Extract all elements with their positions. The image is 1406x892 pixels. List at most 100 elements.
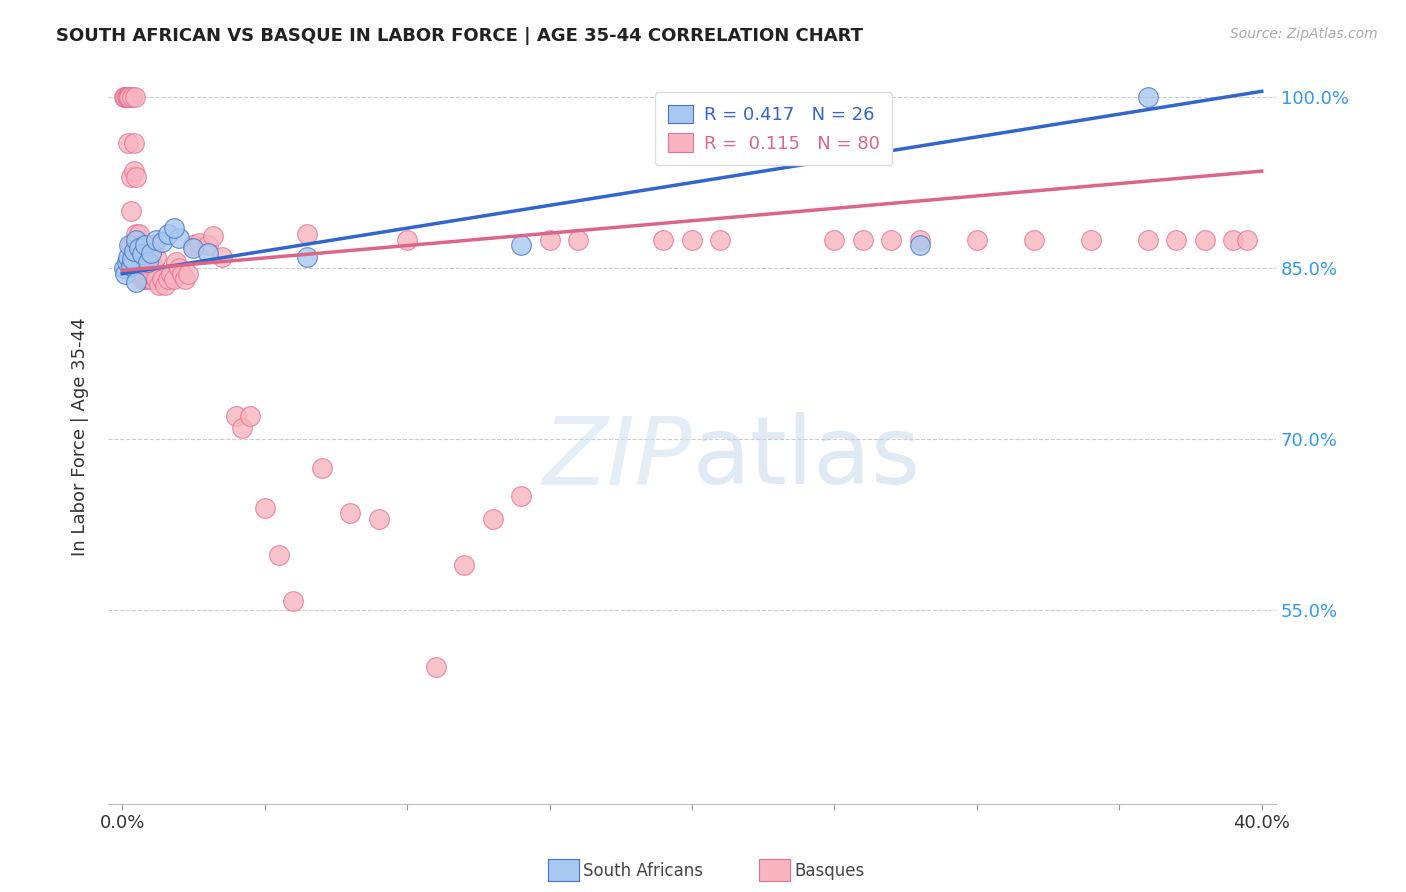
Point	[117, 90, 139, 104]
Point	[124, 90, 146, 104]
Point	[908, 233, 931, 247]
Point	[267, 549, 290, 563]
Point	[159, 267, 181, 281]
Point	[128, 227, 150, 241]
Point	[145, 233, 167, 247]
Point	[120, 238, 142, 252]
Point	[1222, 233, 1244, 247]
Point	[183, 238, 205, 252]
Point	[1194, 233, 1216, 247]
Point	[125, 169, 148, 184]
Point	[165, 255, 187, 269]
Point	[177, 267, 200, 281]
Point	[297, 227, 319, 241]
Point	[823, 233, 845, 247]
Point	[128, 241, 150, 255]
Point	[1136, 233, 1159, 247]
Point	[880, 233, 903, 247]
Point	[367, 512, 389, 526]
Point	[339, 506, 361, 520]
Text: ZIP: ZIP	[543, 413, 692, 504]
Point	[118, 90, 141, 104]
Point	[197, 246, 219, 260]
Point	[122, 244, 145, 258]
Point	[150, 272, 173, 286]
Point	[567, 233, 589, 247]
Point	[174, 272, 197, 286]
Point	[131, 247, 153, 261]
Point	[167, 231, 190, 245]
Point	[231, 420, 253, 434]
Point	[120, 169, 142, 184]
Point	[162, 221, 184, 235]
Point	[120, 204, 142, 219]
Text: Source: ZipAtlas.com: Source: ZipAtlas.com	[1230, 27, 1378, 41]
Point	[425, 660, 447, 674]
Point	[134, 250, 156, 264]
Point	[117, 136, 139, 150]
Point	[134, 272, 156, 286]
Point	[239, 409, 262, 424]
Point	[131, 238, 153, 252]
Point	[225, 409, 247, 424]
Point	[125, 233, 148, 247]
Text: atlas: atlas	[692, 412, 920, 504]
Point	[510, 489, 533, 503]
Point	[1136, 90, 1159, 104]
Point	[908, 238, 931, 252]
Point	[211, 250, 233, 264]
Point	[120, 259, 142, 273]
Point	[1022, 233, 1045, 247]
Point	[134, 238, 156, 252]
Point	[156, 272, 179, 286]
Point	[852, 233, 875, 247]
Point	[510, 238, 533, 252]
Point	[1166, 233, 1188, 247]
Point	[156, 227, 179, 241]
Point	[145, 250, 167, 264]
Point	[136, 255, 159, 269]
Point	[283, 594, 305, 608]
Point	[112, 261, 135, 276]
Point	[709, 233, 731, 247]
Point	[253, 500, 276, 515]
Point	[188, 235, 211, 250]
Point	[125, 275, 148, 289]
Point	[139, 238, 162, 252]
Point	[1080, 233, 1102, 247]
Point	[139, 272, 162, 286]
Point	[396, 233, 419, 247]
Point	[153, 278, 176, 293]
Point	[128, 261, 150, 276]
Legend: R = 0.417   N = 26, R =  0.115   N = 80: R = 0.417 N = 26, R = 0.115 N = 80	[655, 92, 893, 165]
Point	[681, 233, 703, 247]
Point	[139, 246, 162, 260]
Point	[966, 233, 988, 247]
Point	[481, 512, 503, 526]
Point	[136, 272, 159, 286]
Point	[170, 267, 193, 281]
Point	[121, 252, 143, 266]
Point	[121, 90, 143, 104]
Point	[117, 250, 139, 264]
Text: SOUTH AFRICAN VS BASQUE IN LABOR FORCE | AGE 35-44 CORRELATION CHART: SOUTH AFRICAN VS BASQUE IN LABOR FORCE |…	[56, 27, 863, 45]
Point	[112, 90, 135, 104]
Point	[125, 238, 148, 252]
Point	[114, 90, 136, 104]
Point	[114, 90, 136, 104]
Point	[150, 235, 173, 249]
Point	[131, 272, 153, 286]
Point	[202, 229, 225, 244]
Point	[142, 238, 165, 252]
Text: South Africans: South Africans	[583, 862, 703, 880]
Y-axis label: In Labor Force | Age 35-44: In Labor Force | Age 35-44	[72, 317, 89, 556]
Point	[117, 90, 139, 104]
Point	[145, 272, 167, 286]
Point	[136, 244, 159, 258]
Point	[122, 164, 145, 178]
Point	[115, 255, 138, 269]
Point	[453, 558, 475, 572]
Point	[115, 90, 138, 104]
Point	[114, 267, 136, 281]
Point	[125, 227, 148, 241]
